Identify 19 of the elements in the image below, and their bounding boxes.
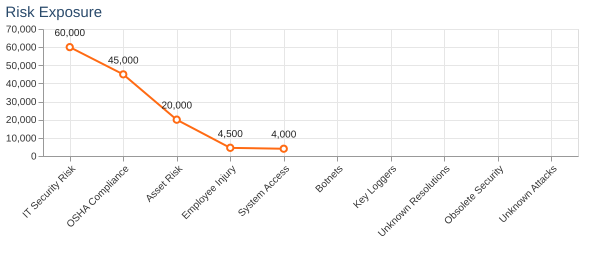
data-label: 4,000 (271, 130, 297, 141)
y-tick-label: 40,000 (6, 78, 37, 90)
point (172, 116, 181, 124)
chart-title: Risk Exposure (5, 4, 102, 21)
data-label: 60,000 (54, 28, 86, 40)
y-tick-label: 30,000 (6, 97, 37, 108)
point (226, 144, 234, 152)
y-tick-label: 10,000 (6, 133, 37, 144)
point (66, 42, 74, 52)
data-label: 4,500 (218, 128, 244, 140)
y-tick-label: 20,000 (6, 115, 37, 126)
y-tick-label: 50,000 (6, 60, 37, 72)
y-tick-label: 0 (30, 152, 37, 162)
point (280, 144, 288, 153)
data-label: 20,000 (161, 100, 192, 112)
y-tick-label: 70,000 (6, 24, 37, 36)
data-label: 45,000 (108, 55, 139, 66)
y-tick-label: 60,000 (6, 42, 37, 54)
point (119, 70, 128, 79)
